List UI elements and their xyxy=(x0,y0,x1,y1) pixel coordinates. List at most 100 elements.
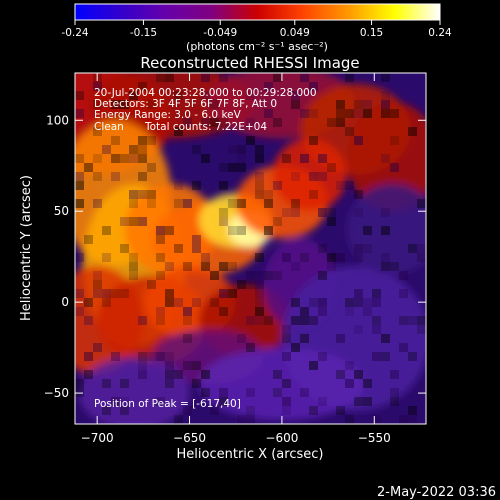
pixel xyxy=(300,253,309,262)
intensity-region xyxy=(198,347,366,421)
heatmap-image xyxy=(75,73,426,424)
pixel xyxy=(147,352,156,361)
pixel xyxy=(129,91,138,100)
pixel xyxy=(174,199,183,208)
pixel xyxy=(390,388,399,397)
annotation-line: Clean xyxy=(94,121,124,133)
pixel xyxy=(219,208,228,217)
pixel xyxy=(219,181,228,190)
pixel xyxy=(138,145,147,154)
pixel xyxy=(84,316,93,325)
pixel xyxy=(417,253,426,262)
pixel xyxy=(399,316,408,325)
pixel xyxy=(354,136,363,145)
pixel xyxy=(336,181,345,190)
pixel xyxy=(255,145,264,154)
pixel xyxy=(138,361,147,370)
pixel xyxy=(129,253,138,262)
pixel xyxy=(183,406,192,415)
pixel xyxy=(120,217,129,226)
pixel xyxy=(237,334,246,343)
pixel xyxy=(246,406,255,415)
pixel xyxy=(417,325,426,334)
pixel xyxy=(381,226,390,235)
pixel xyxy=(138,136,147,145)
pixel xyxy=(120,406,129,415)
pixel xyxy=(354,253,363,262)
pixel xyxy=(102,253,111,262)
pixel xyxy=(336,334,345,343)
pixel xyxy=(282,406,291,415)
pixel xyxy=(156,307,165,316)
pixel xyxy=(345,379,354,388)
pixel xyxy=(345,298,354,307)
pixel xyxy=(120,379,129,388)
chart-title: Reconstructed RHESSI Image xyxy=(140,54,359,72)
intensity-region xyxy=(78,356,190,424)
pixel xyxy=(183,361,192,370)
pixel xyxy=(273,181,282,190)
pixel xyxy=(237,145,246,154)
pixel xyxy=(219,289,228,298)
pixel xyxy=(192,244,201,253)
pixel xyxy=(363,298,372,307)
pixel xyxy=(138,217,147,226)
pixel xyxy=(210,118,219,127)
pixel xyxy=(228,262,237,271)
pixel xyxy=(147,199,156,208)
pixel xyxy=(138,352,147,361)
pixel xyxy=(345,127,354,136)
pixel xyxy=(363,307,372,316)
pixel xyxy=(390,163,399,172)
pixel xyxy=(120,244,129,253)
pixel xyxy=(246,271,255,280)
pixel xyxy=(75,109,84,118)
pixel xyxy=(165,370,174,379)
pixel xyxy=(354,370,363,379)
pixel xyxy=(111,172,120,181)
pixel xyxy=(192,361,201,370)
intensity-region xyxy=(346,102,426,212)
pixel xyxy=(282,208,291,217)
pixel xyxy=(210,298,219,307)
pixel xyxy=(327,262,336,271)
pixel xyxy=(264,190,273,199)
pixel xyxy=(219,388,228,397)
pixel xyxy=(210,100,219,109)
pixel xyxy=(138,370,147,379)
pixel xyxy=(282,352,291,361)
pixel xyxy=(93,343,102,352)
pixel xyxy=(390,109,399,118)
pixel xyxy=(219,217,228,226)
pixel xyxy=(138,316,147,325)
pixel xyxy=(246,415,255,424)
pixel xyxy=(291,100,300,109)
pixel xyxy=(201,73,210,82)
pixel xyxy=(336,406,345,415)
pixel xyxy=(156,226,165,235)
pixel xyxy=(93,154,102,163)
pixel xyxy=(219,118,228,127)
colorbar-tick-label: -0.049 xyxy=(203,27,237,39)
pixel xyxy=(291,343,300,352)
pixel xyxy=(75,181,84,190)
pixel xyxy=(318,244,327,253)
pixel xyxy=(174,181,183,190)
pixel xyxy=(300,109,309,118)
pixel xyxy=(264,199,273,208)
pixel xyxy=(282,154,291,163)
colorbar-unit-label: (photons cm⁻² s⁻¹ asec⁻²) xyxy=(186,40,328,53)
pixel xyxy=(174,370,183,379)
pixel xyxy=(75,388,84,397)
pixel xyxy=(291,199,300,208)
pixel xyxy=(84,370,93,379)
pixel xyxy=(363,100,372,109)
pixel xyxy=(165,262,174,271)
pixel xyxy=(318,271,327,280)
pixel xyxy=(372,325,381,334)
pixel xyxy=(300,388,309,397)
annotation-line: Detectors: 3F 4F 5F 6F 7F 8F, Att 0 xyxy=(94,98,277,110)
pixel xyxy=(129,190,138,199)
pixel xyxy=(93,172,102,181)
